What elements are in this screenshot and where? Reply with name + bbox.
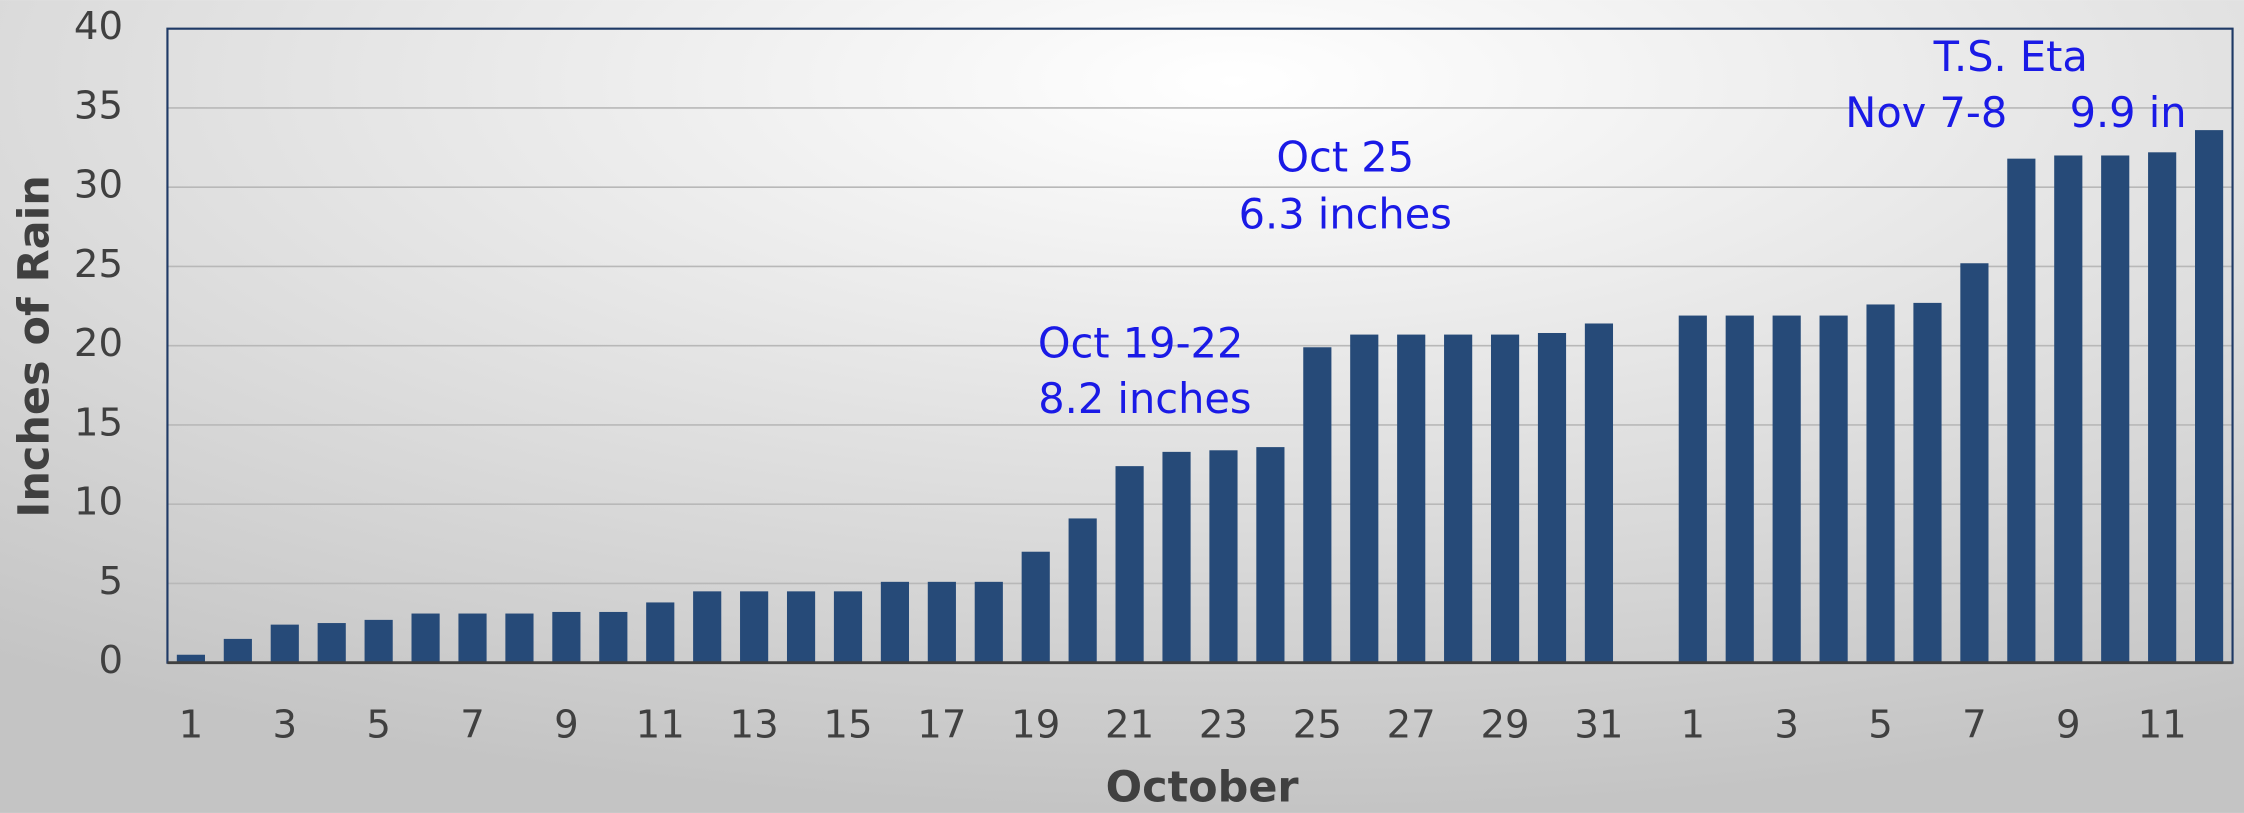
bar <box>2007 158 2036 663</box>
x-tick-label: 3 <box>1774 703 1799 748</box>
x-tick-label: 29 <box>1480 703 1529 748</box>
annotation: T.S. Eta <box>1933 32 2088 81</box>
x-axis-title: October <box>1106 763 1300 813</box>
bar <box>599 611 628 663</box>
bar <box>1350 334 1379 663</box>
y-tick-label: 10 <box>74 480 123 525</box>
bar <box>880 581 910 663</box>
x-tick-label: 7 <box>460 703 485 748</box>
bar <box>2101 155 2130 663</box>
bar <box>2195 130 2224 663</box>
bar <box>1584 323 1614 663</box>
bar <box>1397 334 1426 663</box>
y-tick-label: 5 <box>98 559 123 604</box>
y-tick-label: 15 <box>74 400 123 445</box>
y-tick-label: 30 <box>74 163 123 208</box>
annotation: Oct 25 <box>1276 132 1414 181</box>
bar <box>1913 302 1942 663</box>
x-tick-label: 27 <box>1387 703 1436 748</box>
x-tick-label: 23 <box>1199 703 1248 748</box>
bar <box>1490 334 1520 663</box>
x-tick-label: 13 <box>730 703 779 748</box>
bar <box>786 591 816 663</box>
bar <box>317 623 346 663</box>
bar <box>1303 347 1332 663</box>
x-tick-label: 25 <box>1293 703 1342 748</box>
bar <box>176 654 205 663</box>
bar <box>1772 315 1801 663</box>
bar <box>1209 450 1238 663</box>
x-tick-label: 5 <box>366 703 391 748</box>
bar <box>1256 447 1285 663</box>
bar <box>1866 304 1895 663</box>
annotation: 9.9 in <box>2070 88 2187 137</box>
bar <box>458 613 487 663</box>
bar <box>740 591 769 663</box>
y-axis-title: Inches of Rain <box>10 175 60 518</box>
x-tick-label: 1 <box>179 703 204 748</box>
bar <box>223 638 252 663</box>
annotation: 6.3 inches <box>1239 190 1452 239</box>
bar <box>833 591 863 663</box>
bar <box>927 581 956 663</box>
x-tick-label: 1 <box>1681 703 1706 748</box>
x-tick-label: 3 <box>272 703 297 748</box>
y-tick-label: 35 <box>74 83 123 128</box>
x-tick-label: 19 <box>1011 703 1060 748</box>
y-tick-label: 0 <box>98 638 123 683</box>
bar <box>1021 551 1050 663</box>
bar <box>2148 152 2177 663</box>
bar <box>1537 332 1567 663</box>
annotation: 8.2 inches <box>1038 374 1251 423</box>
bar <box>364 619 393 663</box>
bar <box>505 613 534 663</box>
bar <box>411 613 440 663</box>
x-tick-label: 5 <box>1868 703 1893 748</box>
bar <box>693 591 722 663</box>
bar <box>1819 315 1848 663</box>
bar <box>1960 263 1989 663</box>
bar <box>646 602 675 663</box>
x-tick-label: 9 <box>554 703 579 748</box>
x-tick-label: 11 <box>2138 703 2187 748</box>
annotation: Nov 7-8 <box>1845 88 2007 137</box>
bar <box>1444 334 1473 663</box>
x-tick-label: 21 <box>1105 703 1154 748</box>
bar <box>1068 518 1097 663</box>
y-tick-label: 25 <box>74 242 123 287</box>
x-tick-label: 11 <box>636 703 685 748</box>
annotation: Oct 19-22 <box>1038 318 1244 367</box>
x-tick-label: 9 <box>2056 703 2081 748</box>
y-tick-label: 20 <box>74 321 123 366</box>
bar <box>2054 155 2083 663</box>
bar <box>270 624 299 663</box>
bar <box>1115 466 1144 663</box>
bar <box>974 581 1003 663</box>
x-tick-label: 31 <box>1574 703 1623 748</box>
bar <box>1678 315 1707 663</box>
y-tick-label: 40 <box>74 4 123 49</box>
bar <box>1162 451 1191 663</box>
x-tick-label: 17 <box>917 703 966 748</box>
bar <box>1725 315 1754 663</box>
bar <box>552 611 581 663</box>
x-tick-label: 7 <box>1962 703 1987 748</box>
x-tick-label: 15 <box>823 703 872 748</box>
